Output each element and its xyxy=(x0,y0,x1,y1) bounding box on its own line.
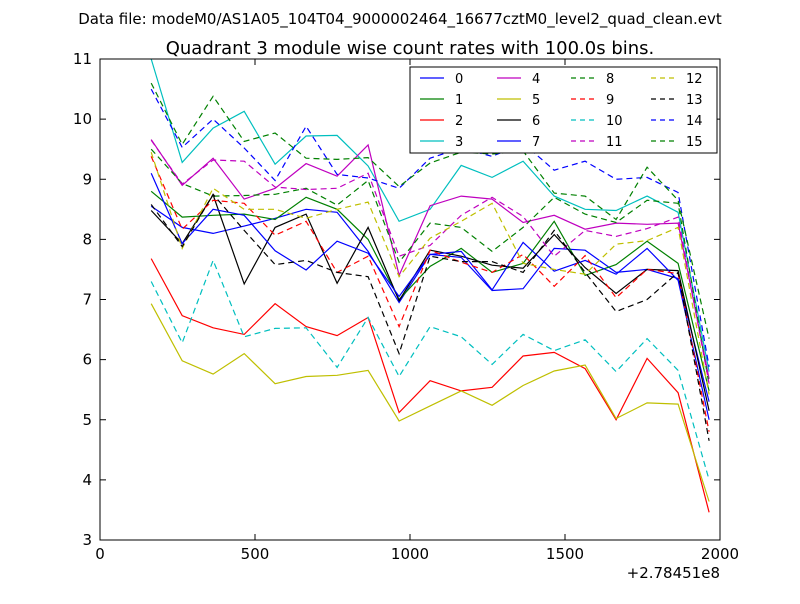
series-line-7 xyxy=(150,172,710,420)
y-tick-label: 5 xyxy=(82,411,92,429)
series-line-1 xyxy=(150,190,710,392)
x-offset-label: +2.78451e8 xyxy=(627,564,720,582)
legend-label-15: 15 xyxy=(686,135,703,150)
x-tick-label: 1500 xyxy=(546,545,584,563)
legend-label-12: 12 xyxy=(686,72,703,87)
plot-lines xyxy=(150,58,710,513)
y-tick-label: 3 xyxy=(82,531,92,549)
legend-label-2: 2 xyxy=(455,114,463,129)
series-line-8 xyxy=(150,148,710,386)
series-line-4 xyxy=(150,139,710,380)
x-tick-label: 500 xyxy=(241,545,270,563)
legend-label-11: 11 xyxy=(606,135,623,150)
y-tick-label: 10 xyxy=(73,110,92,128)
legend-label-1: 1 xyxy=(455,93,463,108)
series-line-15 xyxy=(150,82,710,339)
series-line-5 xyxy=(150,303,710,502)
suptitle: Data file: modeM0/AS1A05_104T04_90000024… xyxy=(78,10,722,29)
series-line-6 xyxy=(150,193,710,411)
legend-label-3: 3 xyxy=(455,135,463,150)
series-line-3 xyxy=(150,58,710,372)
series-line-11 xyxy=(150,139,710,384)
legend-label-6: 6 xyxy=(532,114,540,129)
y-tick-label: 9 xyxy=(82,170,92,188)
y-tick-label: 11 xyxy=(73,50,92,68)
y-tick-label: 6 xyxy=(82,351,92,369)
legend-label-5: 5 xyxy=(532,93,540,108)
x-tick-label: 1000 xyxy=(391,545,429,563)
y-tick-label: 8 xyxy=(82,230,92,248)
legend-box xyxy=(409,66,718,154)
x-tick-label: 2000 xyxy=(701,545,739,563)
chart-title: Quadrant 3 module wise count rates with … xyxy=(166,38,655,59)
legend-label-9: 9 xyxy=(606,93,614,108)
series-line-14 xyxy=(150,88,710,367)
legend-label-0: 0 xyxy=(455,72,463,87)
series-line-2 xyxy=(150,258,710,513)
series-line-10 xyxy=(150,258,710,481)
y-tick-label: 7 xyxy=(82,291,92,309)
series-line-12 xyxy=(150,152,710,395)
series-line-9 xyxy=(150,156,710,432)
legend-label-7: 7 xyxy=(532,135,540,150)
x-tick-label: 0 xyxy=(95,545,105,563)
legend-label-8: 8 xyxy=(606,72,614,87)
legend-label-4: 4 xyxy=(532,72,540,87)
legend-label-13: 13 xyxy=(686,93,703,108)
legend-label-14: 14 xyxy=(686,114,703,129)
y-tick-label: 4 xyxy=(82,471,92,489)
series-line-0 xyxy=(150,205,710,402)
series-line-13 xyxy=(150,193,710,441)
legend-label-10: 10 xyxy=(606,114,623,129)
